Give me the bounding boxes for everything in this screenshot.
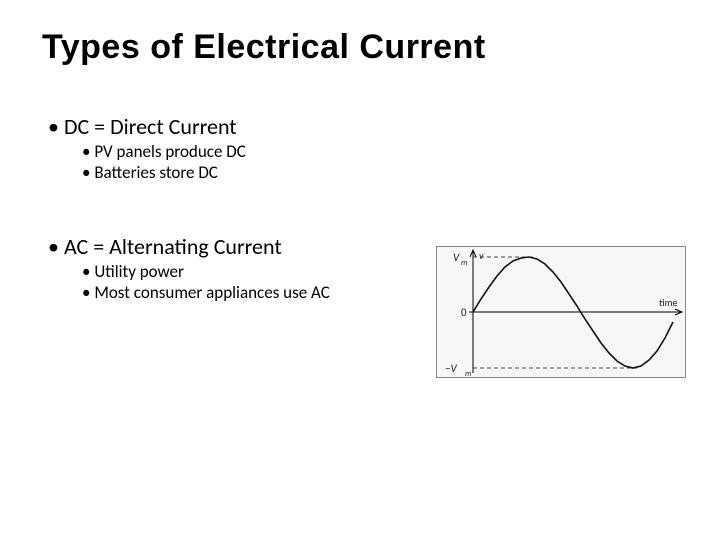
svg-text:m: m (465, 369, 471, 377)
dc-section: DC = Direct Current PV panels produce DC… (42, 113, 678, 183)
dc-sub-2: Batteries store DC (82, 162, 678, 183)
slide-title: Types of Electrical Current (42, 28, 678, 67)
dc-sub-1: PV panels produce DC (82, 141, 678, 162)
ac-waveform-chart: Vm v 0 −V m time (436, 246, 686, 378)
svg-text:−V: −V (445, 362, 457, 375)
svg-text:V: V (453, 251, 460, 264)
svg-text:v: v (479, 249, 484, 262)
ac-waveform-svg: Vm v 0 −V m time (437, 247, 685, 377)
svg-text:0: 0 (461, 306, 467, 319)
svg-text:time: time (659, 296, 678, 309)
svg-text:m: m (461, 258, 467, 268)
dc-heading: DC = Direct Current (48, 113, 678, 141)
slide: Types of Electrical Current DC = Direct … (0, 0, 720, 540)
